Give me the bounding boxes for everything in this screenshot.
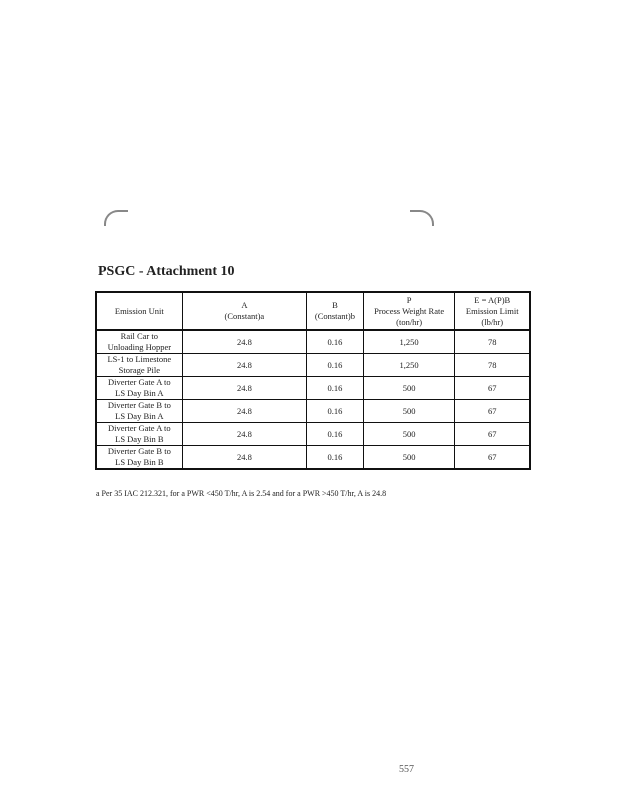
value-cell: 78 <box>454 353 531 377</box>
header-line: (Constant)a <box>224 311 265 321</box>
value-cell: 500 <box>362 445 456 470</box>
header-line: P <box>406 294 412 305</box>
value-cell: 24.8 <box>181 445 308 470</box>
header-line: E = A(P)B <box>474 294 511 305</box>
column-header: P Process Weight Rate (ton/hr) <box>362 291 456 331</box>
unit-line: Diverter Gate B to <box>107 446 171 456</box>
unit-line: Storage Pile <box>118 365 160 375</box>
emission-unit-cell: Diverter Gate B to LS Day Bin A <box>95 399 183 423</box>
emission-unit-cell: Diverter Gate A to LS Day Bin A <box>95 376 183 400</box>
emission-unit-cell: Diverter Gate A to LS Day Bin B <box>95 422 183 446</box>
value-cell: 24.8 <box>181 399 308 423</box>
unit-line: LS Day Bin B <box>115 434 164 444</box>
page-number: 557 <box>399 764 414 775</box>
column-header: Emission Unit <box>95 291 183 331</box>
unit-line: LS-1 to Limestone <box>107 354 172 364</box>
header-line: B <box>332 300 338 310</box>
page-title: PSGC - Attachment 10 <box>98 264 235 279</box>
footnote: a Per 35 IAC 212.321, for a PWR <450 T/h… <box>96 489 387 498</box>
value-cell: 0.16 <box>306 329 364 354</box>
unit-line: Diverter Gate A to <box>108 377 171 387</box>
value-cell: 0.16 <box>306 376 364 400</box>
value-cell: 500 <box>362 376 456 400</box>
unit-line: Unloading Hopper <box>107 342 172 352</box>
unit-line: Diverter Gate A to <box>108 423 171 433</box>
header-line: Process Weight Rate <box>374 305 445 316</box>
emission-unit-cell: Diverter Gate B to LS Day Bin B <box>95 445 183 470</box>
header-line: (ton/hr) <box>396 316 423 327</box>
value-cell: 67 <box>454 376 531 400</box>
table-row: Diverter Gate B to LS Day Bin B 24.8 0.16 50… <box>95 445 531 470</box>
scan-corner-mark-left <box>104 210 128 226</box>
value-cell: 1,250 <box>362 329 456 354</box>
value-cell: 67 <box>454 422 531 446</box>
table-row: LS-1 to Limestone Storage Pile 24.8 0.16 1,2… <box>95 353 531 377</box>
value-cell: 0.16 <box>306 445 364 470</box>
value-cell: 0.16 <box>306 353 364 377</box>
value-cell: 67 <box>454 399 531 423</box>
value-cell: 0.16 <box>306 399 364 423</box>
value-cell: 78 <box>454 329 531 354</box>
value-cell: 1,250 <box>362 353 456 377</box>
column-header: B (Constant)b <box>306 291 364 331</box>
emission-unit-cell: Rail Car to Unloading Hopper <box>95 329 183 354</box>
table-row: Diverter Gate A to LS Day Bin B 24.8 0.16 50… <box>95 422 531 446</box>
value-cell: 24.8 <box>181 422 308 446</box>
value-cell: 500 <box>362 422 456 446</box>
unit-line: LS Day Bin B <box>115 457 164 467</box>
table-row: Rail Car to Unloading Hopper 24.8 0.16 1,250… <box>95 329 531 354</box>
scan-corner-mark-right <box>410 210 434 226</box>
header-line: A <box>241 300 248 310</box>
value-cell: 24.8 <box>181 353 308 377</box>
unit-line: Diverter Gate B to <box>107 400 171 410</box>
header-line: (lb/hr) <box>481 316 504 327</box>
unit-line: LS Day Bin A <box>115 388 164 398</box>
table-row: Diverter Gate B to LS Day Bin A 24.8 0.16 50… <box>95 399 531 423</box>
header-line: (Constant)b <box>314 311 355 321</box>
value-cell: 67 <box>454 445 531 470</box>
header-line: Emission Unit <box>114 305 164 316</box>
value-cell: 24.8 <box>181 329 308 354</box>
value-cell: 0.16 <box>306 422 364 446</box>
table-header-row: Emission Unit A (Constant)a B (Constant)b P Pr… <box>95 291 531 331</box>
unit-line: LS Day Bin A <box>115 411 164 421</box>
value-cell: 24.8 <box>181 376 308 400</box>
column-header: A (Constant)a <box>181 291 308 331</box>
value-cell: 500 <box>362 399 456 423</box>
column-header: E = A(P)B Emission Limit (lb/hr) <box>454 291 531 331</box>
header-line: Emission Limit <box>465 305 519 316</box>
unit-line: Rail Car to <box>120 331 158 341</box>
emission-table: Emission Unit A (Constant)a B (Constant)b P Pr… <box>95 291 531 470</box>
emission-unit-cell: LS-1 to Limestone Storage Pile <box>95 353 183 377</box>
table-row: Diverter Gate A to LS Day Bin A 24.8 0.16 50… <box>95 376 531 400</box>
